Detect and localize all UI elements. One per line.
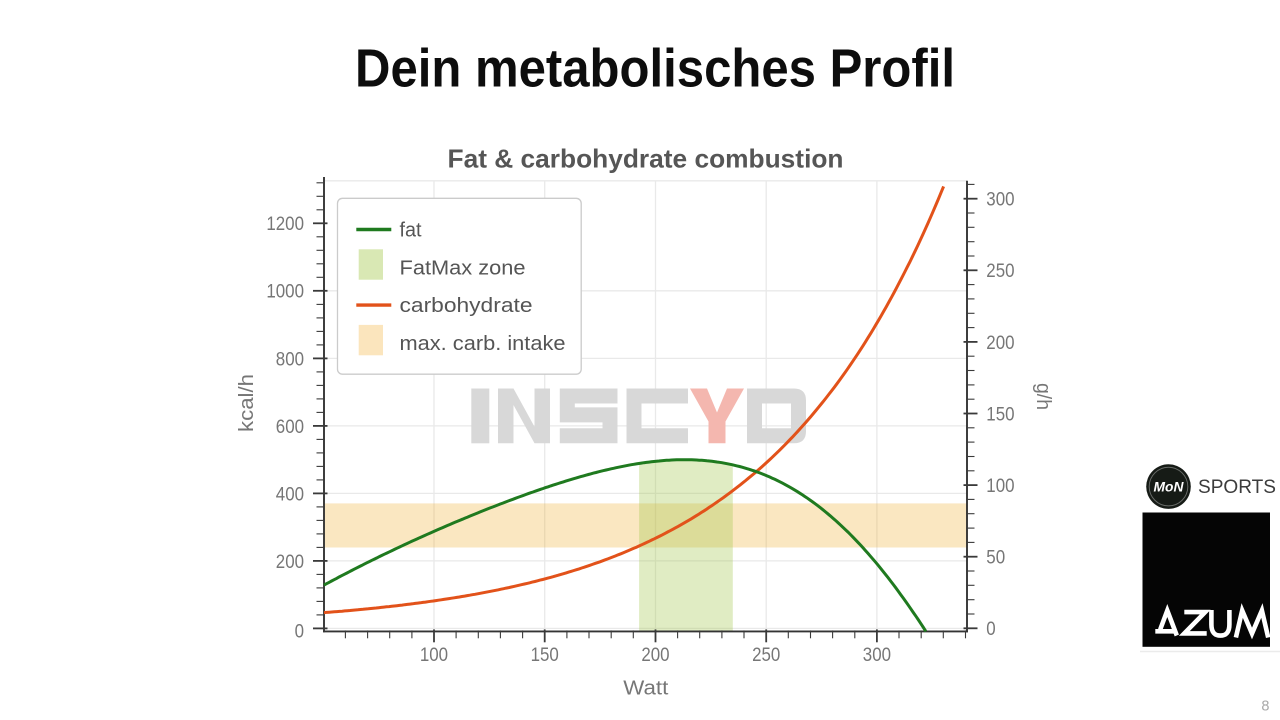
svg-text:Watt: Watt (623, 678, 668, 700)
svg-text:Fat & carbohydrate combustion: Fat & carbohydrate combustion (448, 144, 844, 174)
svg-text:8: 8 (1261, 699, 1269, 715)
svg-text:SPORTS: SPORTS (1198, 477, 1276, 498)
svg-text:150: 150 (531, 644, 559, 666)
svg-text:250: 250 (986, 260, 1014, 282)
svg-text:max. carb. intake: max. carb. intake (400, 333, 566, 355)
svg-text:150: 150 (986, 403, 1014, 425)
svg-text:0: 0 (986, 618, 996, 640)
svg-text:200: 200 (641, 644, 669, 666)
svg-text:200: 200 (986, 332, 1014, 354)
svg-text:400: 400 (276, 483, 304, 505)
svg-text:50: 50 (986, 547, 1005, 569)
svg-text:800: 800 (276, 348, 304, 370)
svg-text:100: 100 (986, 475, 1014, 497)
svg-text:Dein metabolisches Profil: Dein metabolisches Profil (355, 39, 955, 99)
svg-text:carbohydrate: carbohydrate (400, 295, 533, 317)
svg-text:0: 0 (295, 620, 305, 642)
svg-text:250: 250 (752, 644, 780, 666)
svg-text:200: 200 (276, 551, 304, 573)
svg-text:fat: fat (400, 220, 422, 242)
svg-text:kcal/h: kcal/h (236, 374, 258, 432)
svg-text:100: 100 (420, 644, 448, 666)
svg-text:MoN: MoN (1154, 480, 1185, 495)
svg-text:g/h: g/h (1032, 383, 1054, 410)
svg-text:FatMax zone: FatMax zone (400, 257, 526, 279)
svg-text:1000: 1000 (266, 281, 304, 303)
svg-text:300: 300 (863, 644, 891, 666)
svg-text:300: 300 (986, 189, 1014, 211)
svg-text:600: 600 (276, 416, 304, 438)
svg-text:1200: 1200 (266, 213, 304, 235)
